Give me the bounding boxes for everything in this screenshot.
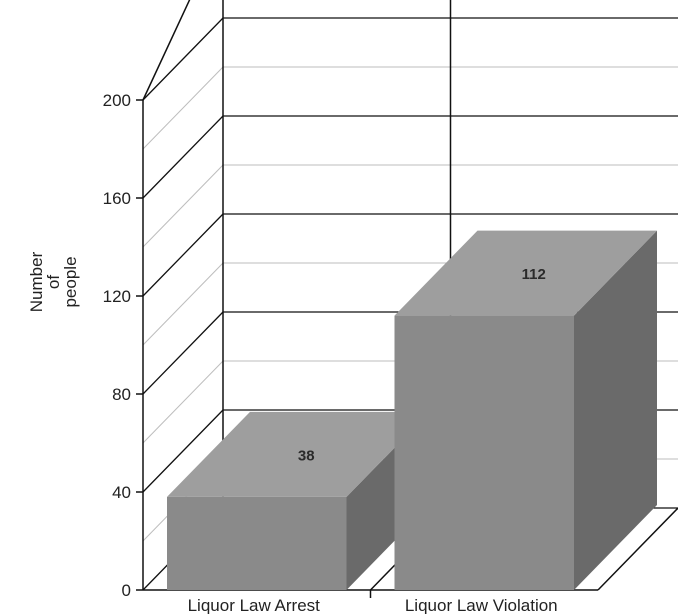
minor-gridline-left bbox=[142, 66, 224, 150]
y-axis-label: Numberofpeople bbox=[27, 251, 80, 312]
gridline-left-wall bbox=[142, 115, 224, 199]
x-category-label: Liquor Law Arrest bbox=[188, 596, 321, 614]
x-category-label: Liquor Law Violation bbox=[405, 596, 558, 614]
y-tick-label: 0 bbox=[122, 581, 131, 600]
left-wall-top-edge bbox=[142, 0, 191, 101]
x-axis-categories: Liquor Law Arrest Liquor Law Violation bbox=[188, 596, 558, 614]
bar-2: 112 bbox=[394, 230, 657, 590]
minor-gridline-left bbox=[142, 360, 224, 444]
gridline-left-wall bbox=[142, 409, 224, 493]
gridline-left-wall bbox=[142, 311, 224, 395]
gridline-left-wall bbox=[142, 17, 224, 101]
bar-top-face bbox=[394, 230, 657, 316]
y-tick-label: 120 bbox=[103, 287, 131, 306]
bar-side-face bbox=[574, 230, 657, 590]
minor-gridline-left bbox=[142, 164, 224, 248]
bar-data-label: 112 bbox=[522, 266, 546, 283]
bar-1: 38 bbox=[167, 411, 430, 590]
y-tick-label: 160 bbox=[103, 189, 131, 208]
y-axis-label-line: of bbox=[44, 275, 63, 289]
bar-data-label: 38 bbox=[298, 447, 315, 464]
y-tick-label: 40 bbox=[112, 483, 131, 502]
bar-top-face bbox=[167, 411, 430, 497]
bars: 38 112 bbox=[167, 230, 657, 590]
minor-gridline-left bbox=[142, 262, 224, 346]
gridline-left-wall bbox=[142, 213, 224, 297]
bar-front-face bbox=[167, 496, 347, 590]
floor-right-edge bbox=[597, 507, 678, 591]
y-axis-label-line: people bbox=[61, 256, 80, 307]
y-axis-label-line: Number bbox=[27, 251, 46, 312]
bar-front-face bbox=[394, 315, 574, 590]
y-tick-label: 200 bbox=[103, 91, 131, 110]
y-tick-label: 80 bbox=[112, 385, 131, 404]
y-axis-ticks: 0 40 80 120 160 200 bbox=[103, 91, 143, 600]
